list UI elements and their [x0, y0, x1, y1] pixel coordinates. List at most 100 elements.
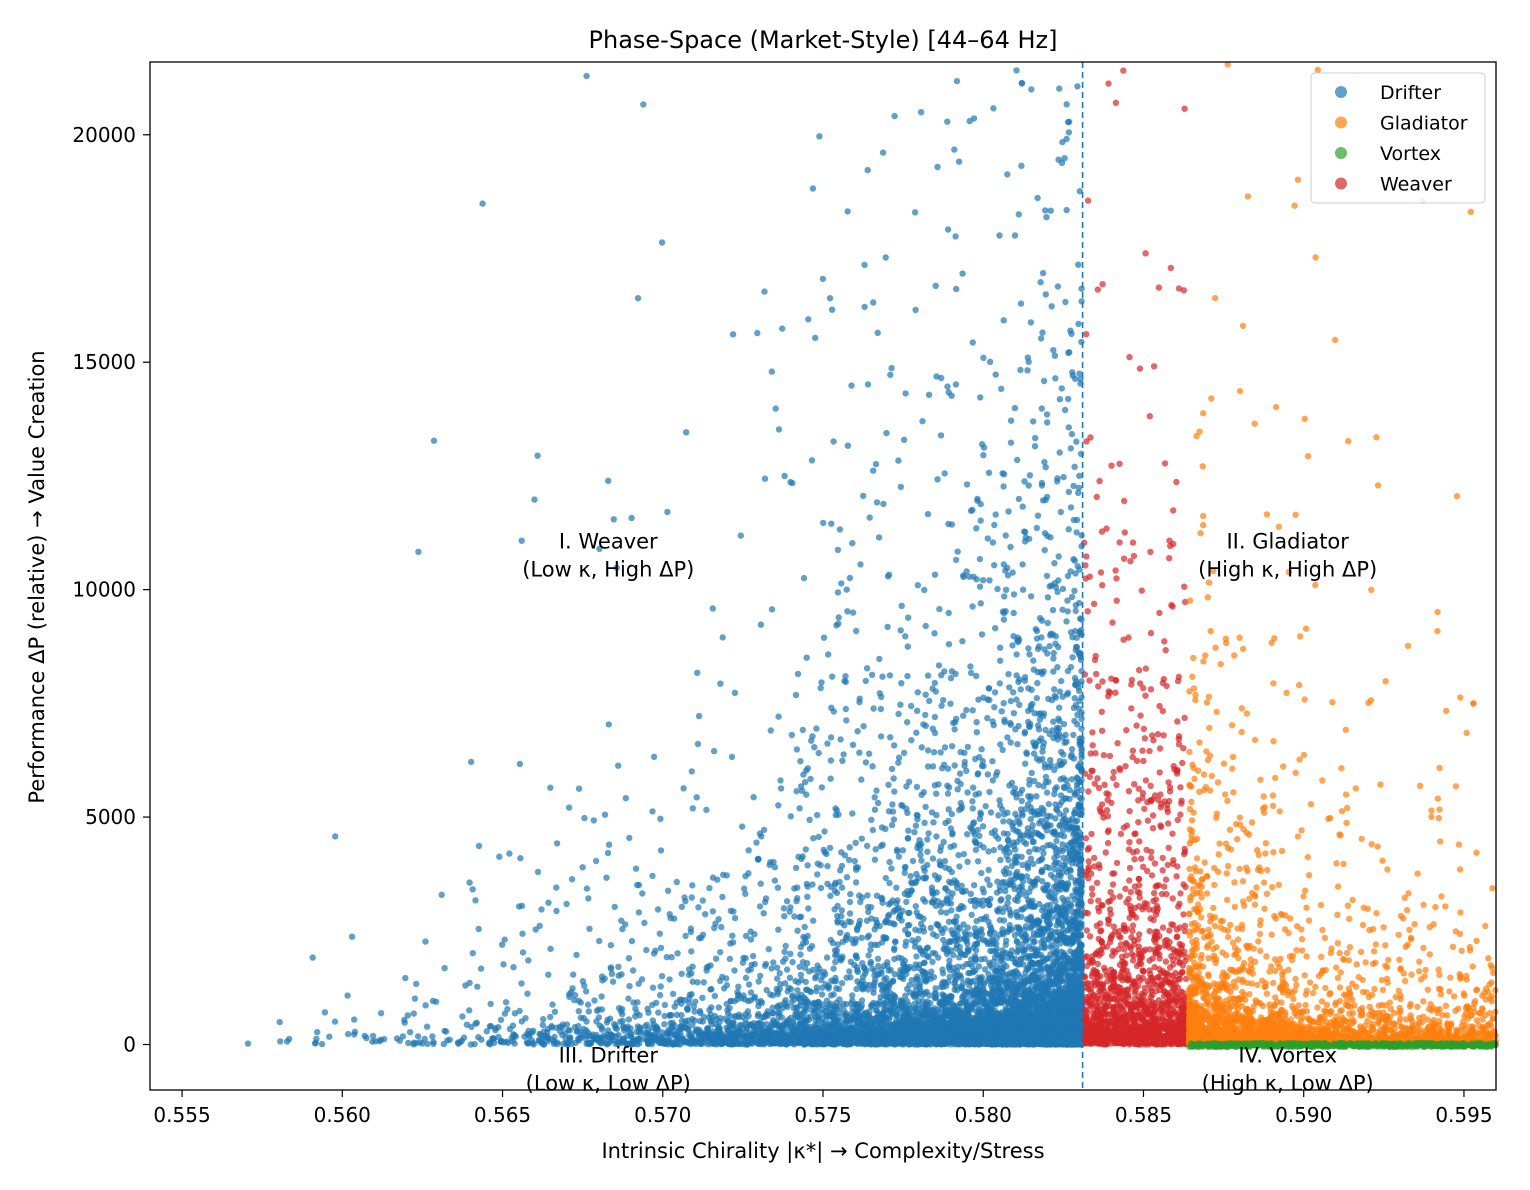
drifter-point — [820, 519, 827, 527]
drifter-point — [877, 842, 885, 850]
drifter-point — [978, 746, 985, 753]
drifter-point — [980, 694, 987, 701]
drifter-point — [604, 849, 612, 857]
drifter-point — [967, 669, 975, 677]
drifter-point — [649, 984, 657, 991]
drifter-point — [777, 777, 784, 784]
drifter-point — [1037, 279, 1044, 286]
drifter-point — [847, 958, 854, 965]
drifter-point — [1062, 807, 1070, 814]
drifter-point — [1045, 800, 1053, 808]
drifter-point — [869, 763, 876, 770]
drifter-point — [945, 817, 952, 825]
drifter-point — [773, 964, 781, 971]
drifter-point — [986, 881, 993, 889]
drifter-point — [895, 754, 903, 761]
drifter-point — [808, 457, 816, 464]
drifter-point — [682, 898, 689, 905]
drifter-point — [753, 839, 760, 846]
drifter-point — [1034, 679, 1041, 687]
drifter-point — [895, 710, 902, 718]
scatter-points — [244, 61, 1500, 1051]
drifter-point — [1015, 495, 1023, 503]
drifter-point — [629, 967, 637, 974]
drifter-point — [462, 982, 469, 989]
drifter-point — [815, 833, 822, 841]
drifter-point — [830, 438, 837, 445]
drifter-point — [932, 282, 939, 289]
drifter-point — [682, 932, 689, 940]
drifter-point — [973, 576, 980, 583]
drifter-point — [1033, 524, 1041, 532]
drifter-point — [1027, 816, 1035, 823]
drifter-point — [844, 208, 851, 215]
drifter-point — [605, 477, 612, 484]
drifter-point — [969, 798, 976, 805]
drifter-point — [827, 734, 835, 741]
drifter-point — [689, 882, 696, 889]
drifter-point — [1076, 472, 1083, 479]
drifter-point — [842, 705, 849, 713]
drifter-point — [992, 371, 999, 378]
drifter-point — [585, 1008, 592, 1015]
drifter-point — [619, 925, 626, 933]
drifter-point — [913, 783, 921, 791]
drifter-point — [856, 695, 863, 702]
drifter-point — [611, 903, 618, 911]
drifter-point — [847, 890, 854, 898]
drifter-point — [946, 957, 953, 964]
drifter-point — [891, 945, 898, 952]
drifter-point — [989, 539, 997, 546]
drifter-point — [959, 270, 966, 277]
drifter-point — [1051, 560, 1058, 567]
drifter-point — [1068, 776, 1076, 783]
drifter-point — [500, 961, 507, 968]
drifter-point — [985, 866, 992, 874]
drifter-point — [861, 261, 868, 269]
drifter-point — [849, 540, 856, 547]
drifter-point — [361, 1032, 368, 1040]
drifter-point — [832, 958, 839, 966]
drifter-point — [904, 643, 911, 650]
drifter-point — [1078, 298, 1085, 305]
drifter-point — [727, 907, 734, 914]
drifter-point — [968, 911, 975, 918]
drifter-point — [563, 900, 570, 908]
drifter-point — [825, 651, 832, 658]
drifter-point — [487, 1000, 494, 1008]
drifter-point — [941, 668, 948, 675]
drifter-point — [369, 1038, 376, 1045]
drifter-point — [969, 603, 976, 610]
drifter-point — [905, 614, 912, 621]
drifter-point — [605, 841, 613, 848]
drifter-point — [1057, 508, 1065, 516]
drifter-point — [944, 383, 951, 390]
drifter-point — [953, 77, 961, 85]
drifter-point — [814, 860, 821, 867]
drifter-point — [808, 737, 815, 744]
drifter-point — [846, 968, 853, 975]
drifter-point — [849, 609, 857, 616]
drifter-point — [976, 583, 984, 590]
drifter-point — [984, 714, 991, 722]
drifter-point — [984, 876, 991, 883]
drifter-point — [1004, 734, 1011, 741]
drifter-point — [976, 555, 984, 563]
drifter-point — [1026, 776, 1033, 784]
drifter-point — [934, 163, 941, 171]
drifter-point — [664, 508, 671, 516]
drifter-point — [559, 1024, 566, 1031]
drifter-point — [1043, 572, 1051, 580]
drifter-point — [963, 706, 970, 714]
drifter-point — [524, 990, 531, 997]
drifter-point — [1000, 818, 1007, 825]
drifter-point — [656, 991, 664, 999]
drifter-point — [1010, 710, 1018, 717]
drifter-point — [984, 535, 991, 542]
drifter-point — [657, 983, 664, 990]
drifter-point — [765, 946, 772, 953]
drifter-point — [584, 1001, 592, 1008]
drifter-point — [963, 960, 970, 968]
drifter-point — [653, 999, 660, 1006]
